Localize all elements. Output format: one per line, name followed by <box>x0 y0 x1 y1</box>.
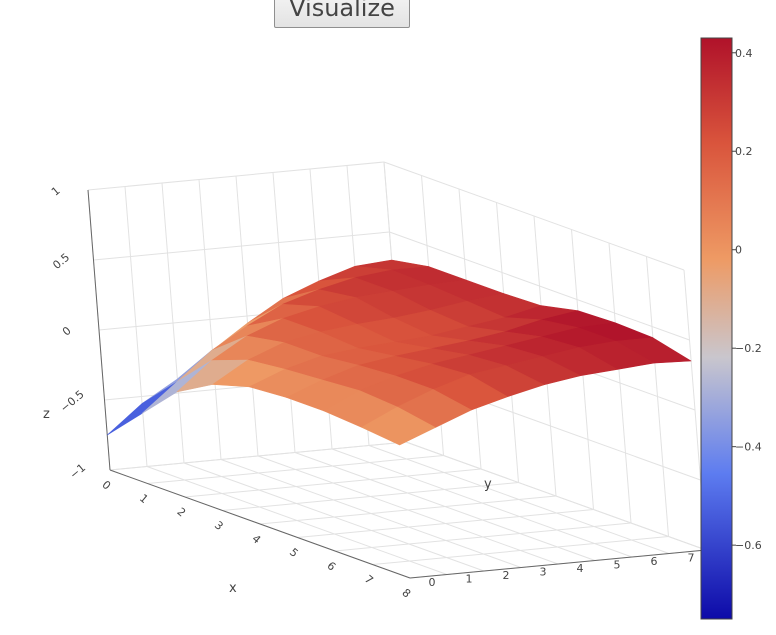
y-tick-label: 0 <box>429 576 436 589</box>
y-tick-label: 1 <box>466 573 473 586</box>
surface-cell <box>361 406 436 446</box>
x-tick-label: 3 <box>212 519 226 533</box>
colorbar-tick-label: −0.6 <box>735 539 762 552</box>
y-tick-label: 3 <box>540 566 547 579</box>
colorbar-tick-label: 0 <box>735 244 742 257</box>
x-tick-label: 2 <box>174 505 188 519</box>
surface <box>107 259 692 446</box>
colorbar-tick-label: 0.4 <box>735 47 753 60</box>
y-tick-label: 4 <box>577 562 584 575</box>
colorbar-tick-label: −0.2 <box>735 342 762 355</box>
z-tick-label: 0 <box>60 324 74 338</box>
x-tick-label: 5 <box>287 546 301 560</box>
z-tick-label: −0.5 <box>58 388 87 415</box>
grid-lines <box>87 161 707 579</box>
x-tick-label: 7 <box>362 573 376 587</box>
y-tick-label: 7 <box>688 552 695 565</box>
colorbar-tick-label: 0.2 <box>735 145 753 158</box>
y-tick-label: 2 <box>503 569 510 582</box>
z-tick-label: 0.5 <box>50 251 72 272</box>
z-tick-label: −1 <box>67 461 88 481</box>
z-tick-label: 1 <box>49 184 63 198</box>
x-tick-label: 4 <box>249 532 263 546</box>
z-axis-title: z <box>43 407 50 422</box>
y-tick-label: 5 <box>614 559 621 572</box>
x-tick-label: 1 <box>137 492 151 506</box>
y-axis-title: y <box>484 477 492 492</box>
x-tick-label: 8 <box>399 586 413 600</box>
colorbar <box>700 37 733 620</box>
y-tick-label: 6 <box>651 555 658 568</box>
x-axis-title: x <box>229 581 237 596</box>
visualize-button[interactable]: Visualize <box>274 0 410 28</box>
colorbar-ticks: 0.4 0.2 0 −0.2 −0.4 −0.6 <box>732 47 762 552</box>
x-tick-label: 0 <box>99 478 113 492</box>
surface-cell <box>107 381 178 436</box>
colorbar-tick-label: −0.4 <box>735 441 762 454</box>
x-tick-label: 6 <box>324 559 338 573</box>
